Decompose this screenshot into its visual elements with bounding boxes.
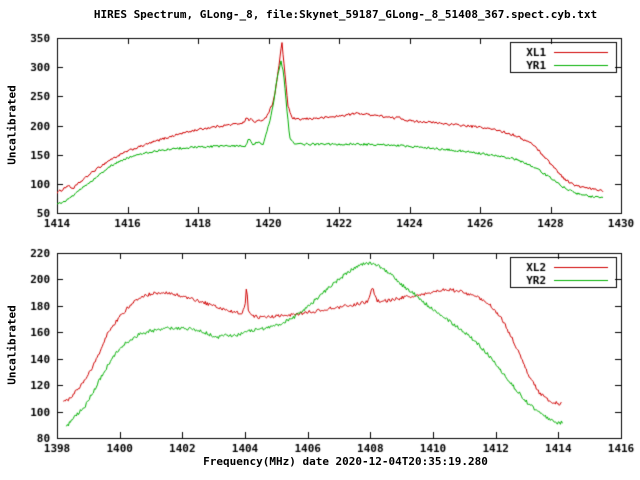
chart-title: HIRES Spectrum, GLong-_8, file:Skynet_59…	[93, 8, 598, 21]
x-axis-label: Frequency(MHz) date 2020-12-04T20:35:19.…	[203, 455, 488, 468]
y-axis-label-bottom: Uncalibrated	[5, 305, 19, 385]
y-axis-label-top: Uncalibrated	[5, 85, 19, 165]
